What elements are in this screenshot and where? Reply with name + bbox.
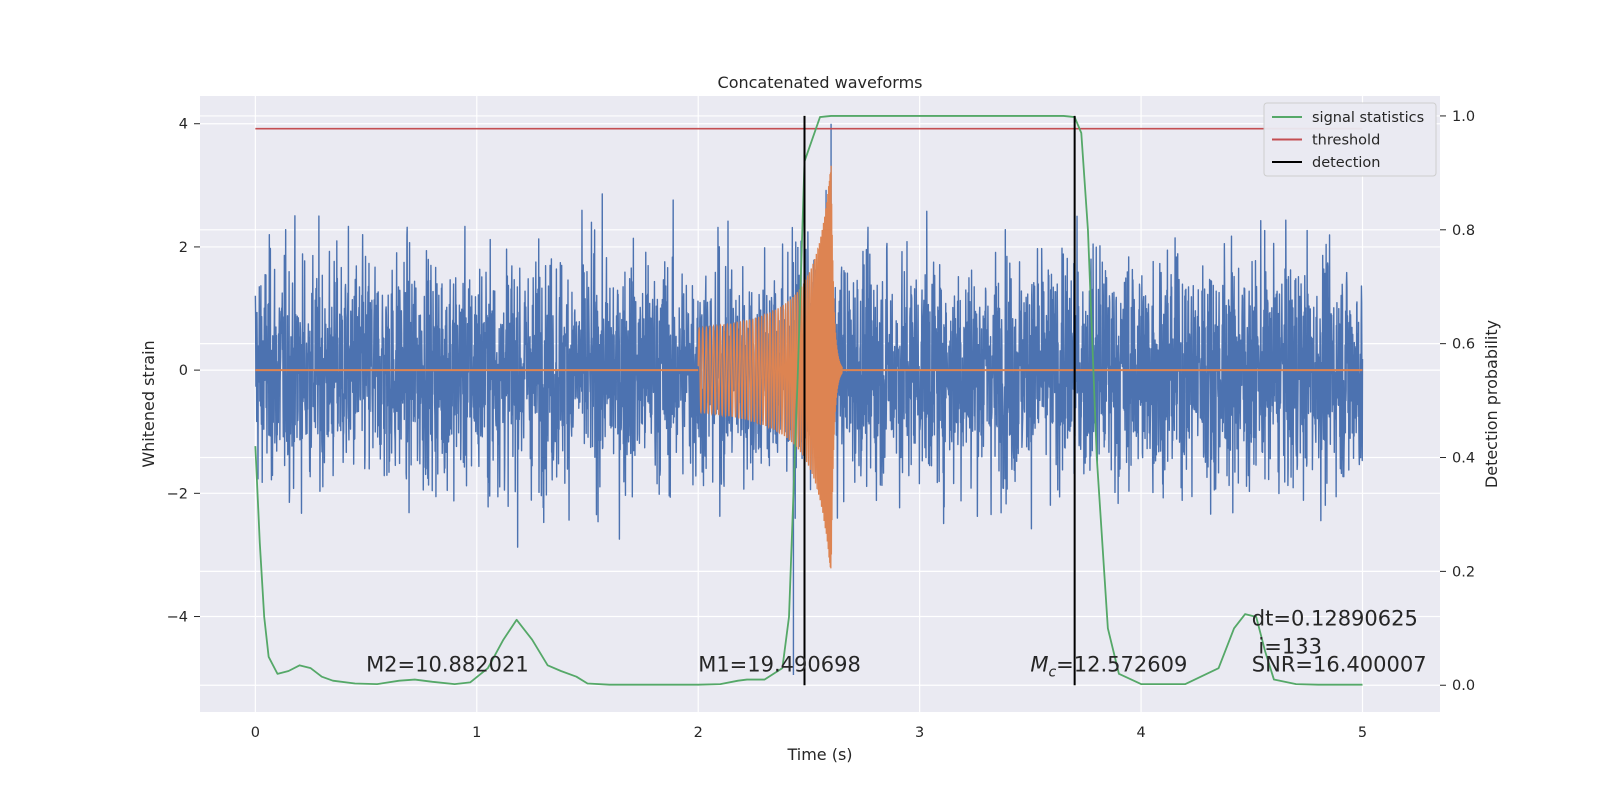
annotation-m2: M2=10.882021 [366, 653, 529, 677]
legend: signal statistics threshold detection [1264, 103, 1436, 176]
y2-axis-ticks: 1.0 0.8 0.6 0.4 0.2 0.0 [1440, 109, 1475, 694]
y2-tick-label: 1.0 [1452, 109, 1475, 125]
y-tick-label: 0 [179, 363, 188, 379]
legend-label: threshold [1312, 133, 1380, 149]
y-axis-ticks: 4 2 0 −2 −4 [167, 117, 200, 626]
y2-axis-label: Detection probability [1482, 320, 1501, 488]
y2-tick-label: 0.6 [1452, 337, 1475, 353]
y-tick-label: −4 [167, 610, 188, 626]
x-tick-label: 3 [915, 725, 924, 741]
chart: 0 1 2 3 4 5 4 2 0 −2 −4 1.0 0.8 0.6 0.4 0.2 0.0 M2=10.… [0, 0, 1600, 800]
x-tick-label: 4 [1136, 725, 1145, 741]
x-tick-label: 2 [694, 725, 703, 741]
chart-title: Concatenated waveforms [718, 73, 923, 92]
x-axis-ticks: 0 1 2 3 4 5 [251, 725, 1367, 741]
y-axis-label: Whitened strain [139, 340, 158, 467]
legend-label: detection [1312, 155, 1380, 171]
annotation-snr: SNR=16.400007 [1252, 653, 1427, 677]
x-tick-label: 0 [251, 725, 260, 741]
y2-tick-label: 0.2 [1452, 564, 1475, 580]
y2-tick-label: 0.8 [1452, 223, 1475, 239]
legend-label: signal statistics [1312, 110, 1424, 126]
y-tick-label: −2 [167, 486, 188, 502]
y2-tick-label: 0.0 [1452, 678, 1475, 694]
annotation-m1: M1=19.490698 [698, 653, 861, 677]
x-tick-label: 5 [1358, 725, 1367, 741]
x-axis-label: Time (s) [786, 745, 852, 764]
y-tick-label: 2 [179, 240, 188, 256]
y2-tick-label: 0.4 [1452, 451, 1475, 467]
x-tick-label: 1 [472, 725, 481, 741]
y-tick-label: 4 [179, 117, 188, 133]
annotation-dt: dt=0.12890625 [1252, 606, 1418, 630]
